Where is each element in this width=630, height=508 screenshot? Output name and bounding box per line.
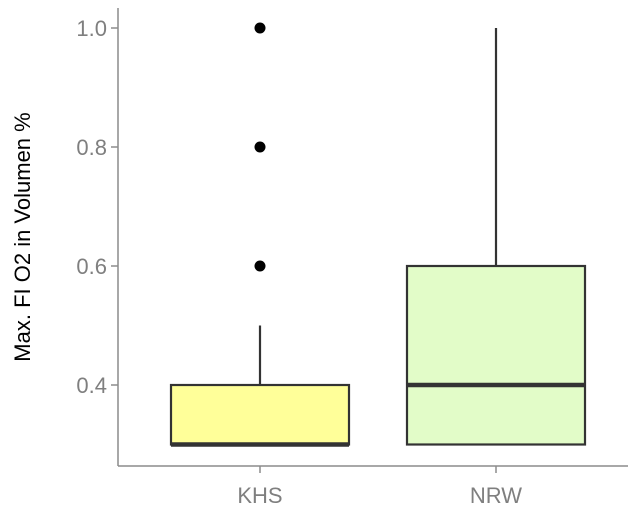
- outlier-point: [254, 260, 266, 272]
- x-tick-label: NRW: [470, 483, 522, 508]
- y-tick-label: 0.6: [76, 254, 107, 279]
- axis-ticks: 0.4 0.6 0.8 1.0 KHS NRW: [76, 16, 522, 508]
- box-group-nrw: [405, 28, 587, 446]
- outlier-point: [254, 141, 266, 153]
- y-tick-label: 1.0: [76, 16, 107, 41]
- boxes-layer: [169, 22, 587, 447]
- y-tick-label: 0.4: [76, 373, 107, 398]
- y-tick-label: 0.8: [76, 135, 107, 160]
- y-axis-title: Max. FI O2 in Volumen %: [10, 112, 35, 361]
- box: [169, 383, 351, 446]
- x-tick-label: KHS: [237, 483, 282, 508]
- box: [405, 264, 587, 446]
- outlier-point: [254, 22, 266, 34]
- box-group-khs: [169, 22, 351, 447]
